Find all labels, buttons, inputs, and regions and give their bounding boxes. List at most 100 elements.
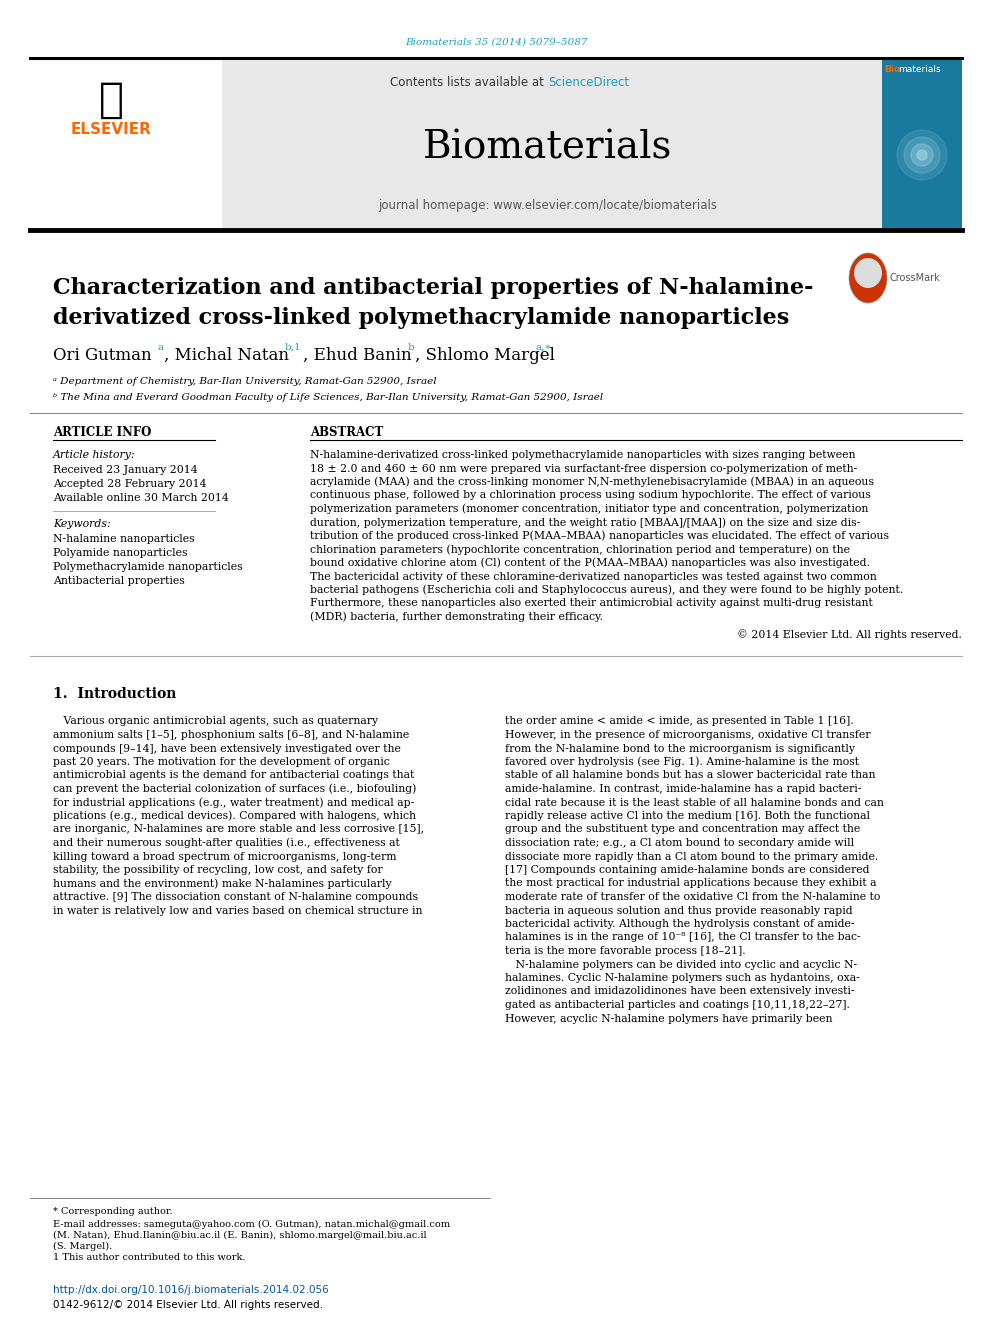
Text: However, in the presence of microorganisms, oxidative Cl transfer: However, in the presence of microorganis…: [505, 730, 871, 740]
Text: a,∗: a,∗: [536, 343, 553, 352]
Text: 1 This author contributed to this work.: 1 This author contributed to this work.: [53, 1253, 245, 1262]
Text: © 2014 Elsevier Ltd. All rights reserved.: © 2014 Elsevier Ltd. All rights reserved…: [737, 630, 962, 640]
Text: [17] Compounds containing amide-halamine bonds are considered: [17] Compounds containing amide-halamine…: [505, 865, 870, 875]
Text: , Michal Natan: , Michal Natan: [164, 347, 289, 364]
Text: continuous phase, followed by a chlorination process using sodium hypochlorite. : continuous phase, followed by a chlorina…: [310, 491, 871, 500]
Text: polymerization parameters (monomer concentration, initiator type and concentrati: polymerization parameters (monomer conce…: [310, 504, 868, 515]
Text: N-halamine polymers can be divided into cyclic and acyclic N-: N-halamine polymers can be divided into …: [505, 959, 857, 970]
Text: stability, the possibility of recycling, low cost, and safety for: stability, the possibility of recycling,…: [53, 865, 383, 875]
Text: are inorganic, N-halamines are more stable and less corrosive [15],: are inorganic, N-halamines are more stab…: [53, 824, 425, 835]
Text: bound oxidative chlorine atom (Cl) content of the P(MAA–MBAA) nanoparticles was : bound oxidative chlorine atom (Cl) conte…: [310, 558, 870, 569]
Bar: [30, 58, 962, 228]
Text: amide-halamine. In contrast, imide-halamine has a rapid bacteri-: amide-halamine. In contrast, imide-halam…: [505, 785, 861, 794]
Text: Contents lists available at: Contents lists available at: [391, 75, 548, 89]
Text: teria is the more favorable process [18–21].: teria is the more favorable process [18–…: [505, 946, 746, 957]
Text: bacteria in aqueous solution and thus provide reasonably rapid: bacteria in aqueous solution and thus pr…: [505, 905, 853, 916]
Ellipse shape: [849, 253, 887, 303]
Text: from the N-halamine bond to the microorganism is significantly: from the N-halamine bond to the microorg…: [505, 744, 855, 754]
Text: ScienceDirect: ScienceDirect: [548, 75, 629, 89]
Text: favored over hydrolysis (see Fig. 1). Amine-halamine is the most: favored over hydrolysis (see Fig. 1). Am…: [505, 757, 859, 767]
Ellipse shape: [854, 258, 882, 288]
Text: http://dx.doi.org/10.1016/j.biomaterials.2014.02.056: http://dx.doi.org/10.1016/j.biomaterials…: [53, 1285, 328, 1295]
Text: dissociation rate; e.g., a Cl atom bound to secondary amide will: dissociation rate; e.g., a Cl atom bound…: [505, 837, 854, 848]
Text: Characterization and antibacterial properties of N-halamine-: Characterization and antibacterial prope…: [53, 277, 813, 299]
Text: Various organic antimicrobial agents, such as quaternary: Various organic antimicrobial agents, su…: [53, 717, 378, 726]
Circle shape: [911, 144, 933, 165]
Text: compounds [9–14], have been extensively investigated over the: compounds [9–14], have been extensively …: [53, 744, 401, 754]
Text: * Corresponding author.: * Corresponding author.: [53, 1208, 173, 1217]
Text: ARTICLE INFO: ARTICLE INFO: [53, 426, 152, 438]
Text: and their numerous sought-after qualities (i.e., effectiveness at: and their numerous sought-after qualitie…: [53, 837, 400, 848]
Text: b,1: b,1: [285, 343, 302, 352]
Text: b: b: [408, 343, 415, 352]
Text: 🌲: 🌲: [98, 79, 123, 120]
Text: attractive. [9] The dissociation constant of N-halamine compounds: attractive. [9] The dissociation constan…: [53, 892, 418, 902]
Text: The bactericidal activity of these chloramine-derivatized nanoparticles was test: The bactericidal activity of these chlor…: [310, 572, 877, 582]
Text: Furthermore, these nanoparticles also exerted their antimicrobial activity again: Furthermore, these nanoparticles also ex…: [310, 598, 873, 609]
Text: (S. Margel).: (S. Margel).: [53, 1241, 112, 1250]
Text: Biomaterials 35 (2014) 5079–5087: Biomaterials 35 (2014) 5079–5087: [405, 37, 587, 46]
Text: N-halamine-derivatized cross-linked polymethacrylamide nanoparticles with sizes : N-halamine-derivatized cross-linked poly…: [310, 450, 855, 460]
Text: N-halamine nanoparticles: N-halamine nanoparticles: [53, 534, 194, 544]
Text: (M. Natan), Ehud.Ilanin@biu.ac.il (E. Banin), shlomo.margel@mail.biu.ac.il: (M. Natan), Ehud.Ilanin@biu.ac.il (E. Ba…: [53, 1230, 427, 1240]
Text: can prevent the bacterial colonization of surfaces (i.e., biofouling): can prevent the bacterial colonization o…: [53, 783, 417, 794]
Text: killing toward a broad spectrum of microorganisms, long-term: killing toward a broad spectrum of micro…: [53, 852, 397, 861]
Bar: [882, 58, 962, 228]
Text: halamines. Cyclic N-halamine polymers such as hydantoins, oxa-: halamines. Cyclic N-halamine polymers su…: [505, 972, 860, 983]
Text: rapidly release active Cl into the medium [16]. Both the functional: rapidly release active Cl into the mediu…: [505, 811, 870, 822]
Text: Biomaterials: Biomaterials: [424, 130, 673, 167]
Text: ELSEVIER: ELSEVIER: [70, 123, 152, 138]
Text: Polymethacrylamide nanoparticles: Polymethacrylamide nanoparticles: [53, 562, 243, 572]
Text: humans and the environment) make N-halamines particularly: humans and the environment) make N-halam…: [53, 878, 392, 889]
Text: in water is relatively low and varies based on chemical structure in: in water is relatively low and varies ba…: [53, 905, 423, 916]
Text: plications (e.g., medical devices). Compared with halogens, which: plications (e.g., medical devices). Comp…: [53, 811, 416, 822]
Text: gated as antibacterial particles and coatings [10,11,18,22–27].: gated as antibacterial particles and coa…: [505, 1000, 850, 1009]
Text: ᵇ The Mina and Everard Goodman Faculty of Life Sciences, Bar-Ilan University, Ra: ᵇ The Mina and Everard Goodman Faculty o…: [53, 393, 603, 401]
Circle shape: [917, 149, 927, 160]
Text: group and the substituent type and concentration may affect the: group and the substituent type and conce…: [505, 824, 860, 835]
Text: materials: materials: [898, 66, 940, 74]
Text: CrossMark: CrossMark: [890, 273, 940, 283]
Text: Article history:: Article history:: [53, 450, 136, 460]
Circle shape: [904, 138, 940, 173]
Text: , Ehud Banin: , Ehud Banin: [303, 347, 412, 364]
Text: halamines is in the range of 10⁻⁸ [16], the Cl transfer to the bac-: halamines is in the range of 10⁻⁸ [16], …: [505, 933, 861, 942]
Text: the most practical for industrial applications because they exhibit a: the most practical for industrial applic…: [505, 878, 877, 889]
Text: E-mail addresses: sameguta@yahoo.com (O. Gutman), natan.michal@gmail.com: E-mail addresses: sameguta@yahoo.com (O.…: [53, 1220, 450, 1229]
Text: a: a: [157, 343, 163, 352]
Circle shape: [897, 130, 947, 180]
Text: 18 ± 2.0 and 460 ± 60 nm were prepared via surfactant-free dispersion co-polymer: 18 ± 2.0 and 460 ± 60 nm were prepared v…: [310, 463, 857, 474]
Text: (MDR) bacteria, further demonstrating their efficacy.: (MDR) bacteria, further demonstrating th…: [310, 611, 603, 622]
Text: moderate rate of transfer of the oxidative Cl from the N-halamine to: moderate rate of transfer of the oxidati…: [505, 892, 880, 902]
Text: 0142-9612/© 2014 Elsevier Ltd. All rights reserved.: 0142-9612/© 2014 Elsevier Ltd. All right…: [53, 1301, 323, 1310]
Text: cidal rate because it is the least stable of all halamine bonds and can: cidal rate because it is the least stabl…: [505, 798, 884, 807]
Text: duration, polymerization temperature, and the weight ratio [MBAA]/[MAA]) on the : duration, polymerization temperature, an…: [310, 517, 860, 528]
Text: bacterial pathogens (Escherichia coli and Staphylococcus aureus), and they were : bacterial pathogens (Escherichia coli an…: [310, 585, 903, 595]
Text: Available online 30 March 2014: Available online 30 March 2014: [53, 493, 229, 503]
Text: the order amine < amide < imide, as presented in Table 1 [16].: the order amine < amide < imide, as pres…: [505, 717, 854, 726]
Text: ammonium salts [1–5], phosphonium salts [6–8], and N-halamine: ammonium salts [1–5], phosphonium salts …: [53, 730, 410, 740]
Text: journal homepage: www.elsevier.com/locate/biomaterials: journal homepage: www.elsevier.com/locat…: [379, 198, 717, 212]
Text: past 20 years. The motivation for the development of organic: past 20 years. The motivation for the de…: [53, 757, 390, 767]
Text: However, acyclic N-halamine polymers have primarily been: However, acyclic N-halamine polymers hav…: [505, 1013, 832, 1024]
Text: Accepted 28 February 2014: Accepted 28 February 2014: [53, 479, 206, 490]
Text: antimicrobial agents is the demand for antibacterial coatings that: antimicrobial agents is the demand for a…: [53, 770, 415, 781]
Text: bactericidal activity. Although the hydrolysis constant of amide-: bactericidal activity. Although the hydr…: [505, 919, 854, 929]
Text: Polyamide nanoparticles: Polyamide nanoparticles: [53, 548, 187, 558]
Text: acrylamide (MAA) and the cross-linking monomer N,N-methylenebisacrylamide (MBAA): acrylamide (MAA) and the cross-linking m…: [310, 476, 874, 487]
Text: derivatized cross-linked polymethacrylamide nanoparticles: derivatized cross-linked polymethacrylam…: [53, 307, 790, 329]
Text: for industrial applications (e.g., water treatment) and medical ap-: for industrial applications (e.g., water…: [53, 798, 415, 808]
Text: dissociate more rapidly than a Cl atom bound to the primary amide.: dissociate more rapidly than a Cl atom b…: [505, 852, 878, 861]
Text: Bio: Bio: [884, 66, 900, 74]
Text: Ori Gutman: Ori Gutman: [53, 347, 152, 364]
Text: zolidinones and imidazolidinones have been extensively investi-: zolidinones and imidazolidinones have be…: [505, 987, 854, 996]
Text: ᵃ Department of Chemistry, Bar-Ilan University, Ramat-Gan 52900, Israel: ᵃ Department of Chemistry, Bar-Ilan Univ…: [53, 377, 436, 386]
Bar: [30, 58, 222, 228]
Text: ABSTRACT: ABSTRACT: [310, 426, 383, 438]
Text: tribution of the produced cross-linked P(MAA–MBAA) nanoparticles was elucidated.: tribution of the produced cross-linked P…: [310, 531, 889, 541]
Text: Antibacterial properties: Antibacterial properties: [53, 576, 185, 586]
Text: Keywords:: Keywords:: [53, 519, 111, 529]
Text: stable of all halamine bonds but has a slower bactericidal rate than: stable of all halamine bonds but has a s…: [505, 770, 876, 781]
Text: chlorination parameters (hypochlorite concentration, chlorination period and tem: chlorination parameters (hypochlorite co…: [310, 544, 850, 554]
Text: 1.  Introduction: 1. Introduction: [53, 687, 177, 700]
